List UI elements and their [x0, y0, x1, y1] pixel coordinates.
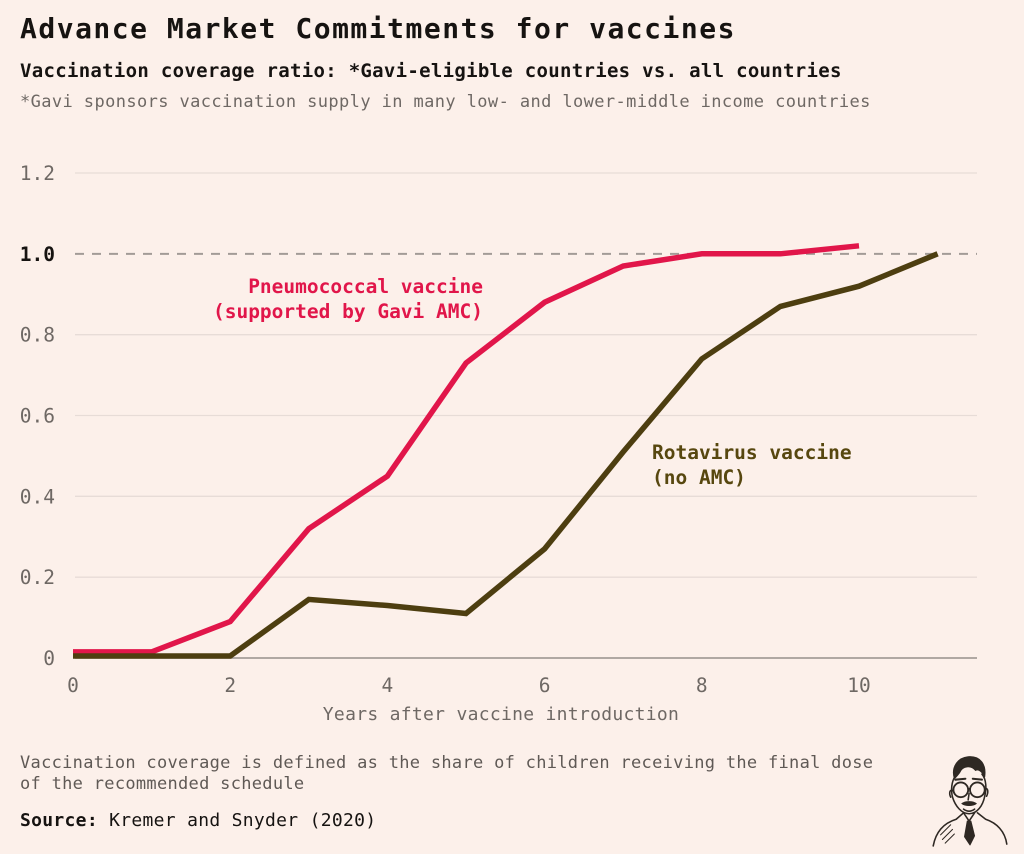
series-label-rotavirus-line2: (no AMC)	[652, 466, 746, 489]
x-tick-label: 0	[67, 674, 79, 697]
series-label-rotavirus-line1: Rotavirus vaccine	[652, 441, 852, 464]
x-tick-label: 6	[539, 674, 551, 697]
gavi-footnote-asterisk: *Gavi sponsors vaccination supply in man…	[20, 92, 871, 112]
series-line-0	[73, 243, 860, 655]
y-tick-label: 1.2	[20, 162, 55, 185]
y-tick-label: 0.8	[20, 324, 55, 347]
y-tick-label: 0.4	[20, 485, 55, 508]
series-line-1	[73, 251, 939, 659]
economist-portrait-logo	[932, 756, 1008, 847]
source-label: Source:	[20, 810, 98, 831]
series-label-pneumococcal-line2: (supported by Gavi AMC)	[212, 300, 483, 323]
y-tick-label: 0.2	[20, 566, 55, 589]
y-tick-label: 1.0	[20, 243, 55, 266]
definition-footnote: Vaccination coverage is defined as the s…	[20, 753, 874, 794]
series-label-pneumococcal: Pneumococcal vaccine (supported by Gavi …	[183, 274, 483, 324]
x-tick-label: 4	[382, 674, 394, 697]
series-label-rotavirus: Rotavirus vaccine (no AMC)	[652, 440, 852, 490]
y-tick-label: 0	[43, 647, 55, 670]
x-tick-label: 2	[224, 674, 236, 697]
source-line: Source: Kremer and Snyder (2020)	[20, 810, 376, 831]
x-axis-title: Years after vaccine introduction	[322, 704, 680, 725]
chart-subtitle: Vaccination coverage ratio: *Gavi-eligib…	[20, 60, 842, 82]
page-title: Advance Market Commitments for vaccines	[20, 12, 736, 45]
series-label-pneumococcal-line1: Pneumococcal vaccine	[248, 275, 483, 298]
y-tick-label: 0.6	[20, 405, 55, 428]
source-text: Kremer and Snyder (2020)	[97, 810, 377, 831]
x-tick-label: 8	[696, 674, 708, 697]
x-tick-label: 10	[847, 674, 870, 697]
